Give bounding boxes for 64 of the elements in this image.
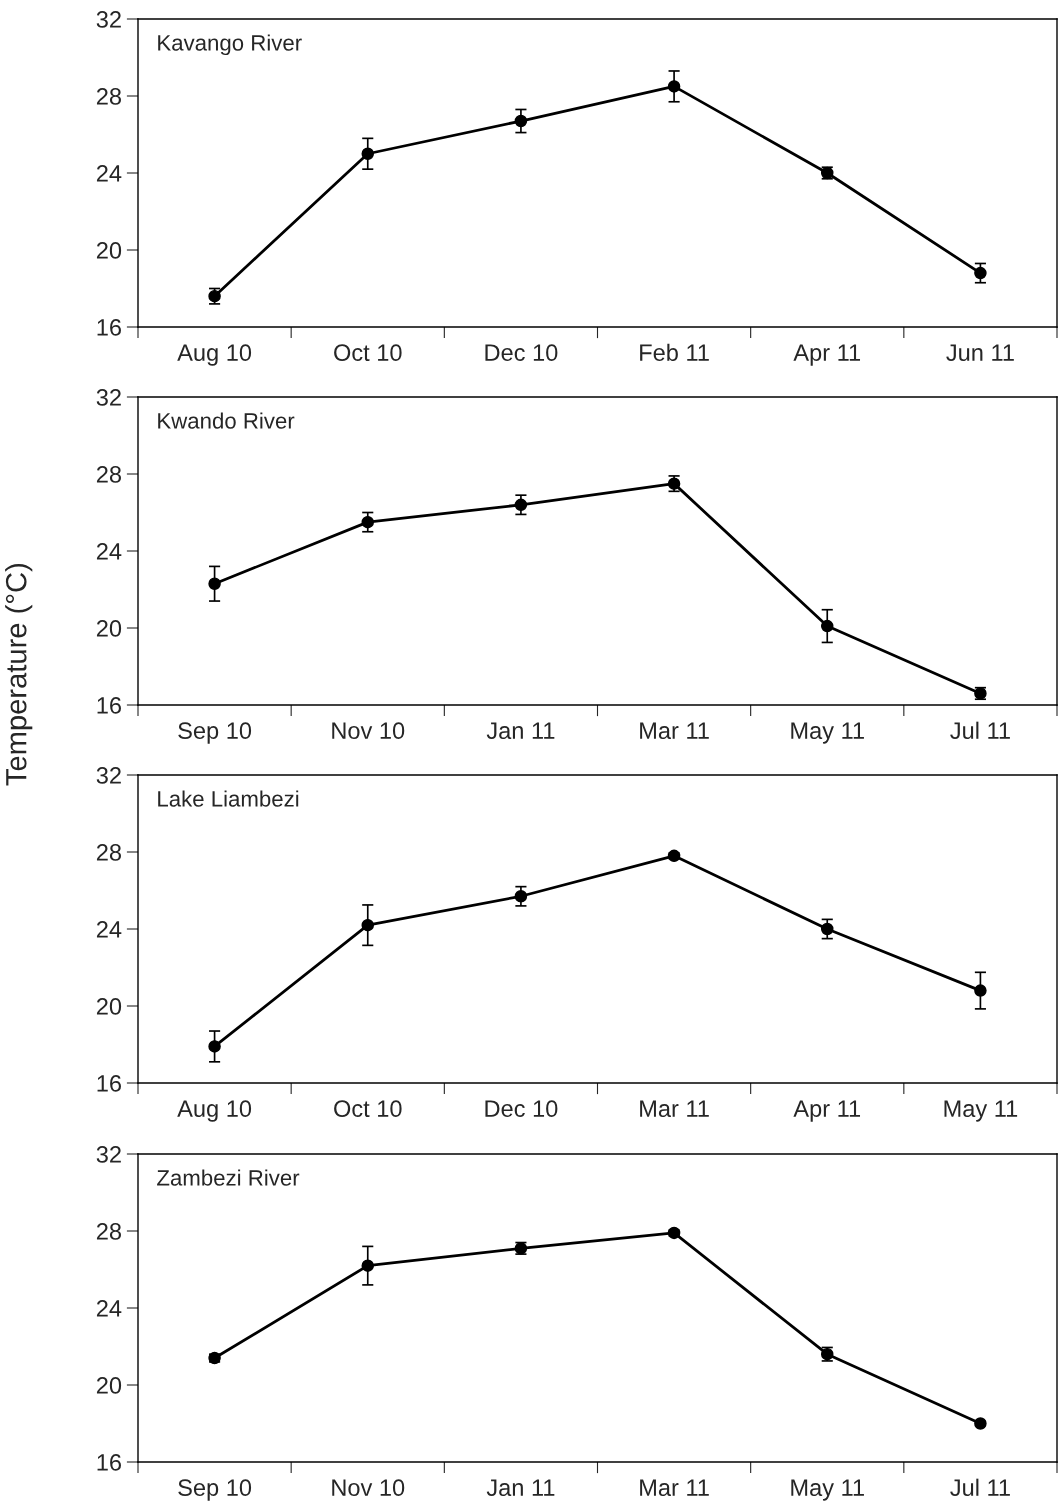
text: Zambezi River xyxy=(157,1169,300,1186)
y-tick-label: 32 xyxy=(96,1146,121,1163)
point xyxy=(361,918,375,932)
y-tick-label: 28 xyxy=(96,88,121,105)
y-tick-label: 20 xyxy=(96,620,122,637)
x-tick-label: Jan 11 xyxy=(486,1479,555,1497)
point xyxy=(820,922,834,936)
x-tick-label: Sep 10 xyxy=(178,722,252,744)
y-tick-label: 20 xyxy=(96,242,122,259)
text: Kavango River xyxy=(158,34,302,56)
point xyxy=(974,984,987,997)
point xyxy=(208,577,221,590)
y-tick-label: 28 xyxy=(96,466,121,483)
y-tick-label: 32 xyxy=(96,389,121,406)
x-tick-label: Dec 10 xyxy=(485,344,558,362)
point xyxy=(361,515,375,529)
y-tick-label: 24 xyxy=(96,1300,122,1317)
text: Lake Liambezi xyxy=(158,790,299,807)
x-tick-label: Feb 11 xyxy=(640,343,709,362)
point xyxy=(514,890,528,903)
x-tick-label: Jul 11 xyxy=(950,1478,1010,1497)
y-tick-label: 24 xyxy=(96,165,122,182)
y-tick-label: 16 xyxy=(97,1075,121,1092)
point xyxy=(361,147,375,161)
point xyxy=(820,619,834,633)
x-tick-label: Mar 11 xyxy=(640,1479,709,1497)
y-tick-label: 24 xyxy=(96,921,122,938)
y-axis-title: Temperature (°C) xyxy=(5,564,33,786)
point xyxy=(208,1040,221,1053)
x-tick-label: Jun 11 xyxy=(946,344,1014,362)
x-tick-label: Nov 10 xyxy=(332,1479,405,1497)
point xyxy=(667,80,681,93)
x-tick-label: Mar 11 xyxy=(640,1100,709,1118)
x-tick-label: Mar 11 xyxy=(640,722,709,740)
y-tick-label: 32 xyxy=(96,767,121,784)
y-tick-label: 32 xyxy=(96,11,121,28)
y-tick-label: 16 xyxy=(97,319,121,336)
x-tick-label: Apr 11 xyxy=(793,344,861,366)
x-tick-label: Nov 10 xyxy=(332,722,405,740)
x-tick-label: May 11 xyxy=(791,722,864,744)
x-tick-label: Aug 10 xyxy=(177,344,252,366)
x-tick-label: May 11 xyxy=(944,1100,1018,1122)
y-tick-label: 16 xyxy=(97,697,121,714)
point xyxy=(974,1417,987,1430)
x-tick-label: Dec 10 xyxy=(485,1100,558,1118)
y-tick-label: 28 xyxy=(96,1223,121,1240)
point xyxy=(361,1259,375,1272)
point xyxy=(514,498,528,512)
y-tick-label: 24 xyxy=(96,543,122,560)
x-tick-label: May 11 xyxy=(791,1479,864,1501)
y-tick-label: 20 xyxy=(96,998,122,1015)
x-tick-label: Sep 10 xyxy=(178,1479,252,1501)
y-tick-label: 20 xyxy=(96,1377,122,1394)
x-tick-label: Aug 10 xyxy=(177,1100,252,1122)
x-tick-label: Apr 11 xyxy=(793,1100,861,1122)
point xyxy=(974,266,987,280)
y-tick-label: 16 xyxy=(97,1454,121,1471)
text: Kwando River xyxy=(158,412,295,429)
x-tick-label: Jul 11 xyxy=(950,721,1010,740)
x-tick-label: Jan 11 xyxy=(486,722,555,740)
x-tick-label: Oct 10 xyxy=(334,1100,402,1118)
point xyxy=(514,114,528,128)
x-tick-label: Oct 10 xyxy=(334,344,402,362)
y-tick-label: 28 xyxy=(96,844,121,861)
